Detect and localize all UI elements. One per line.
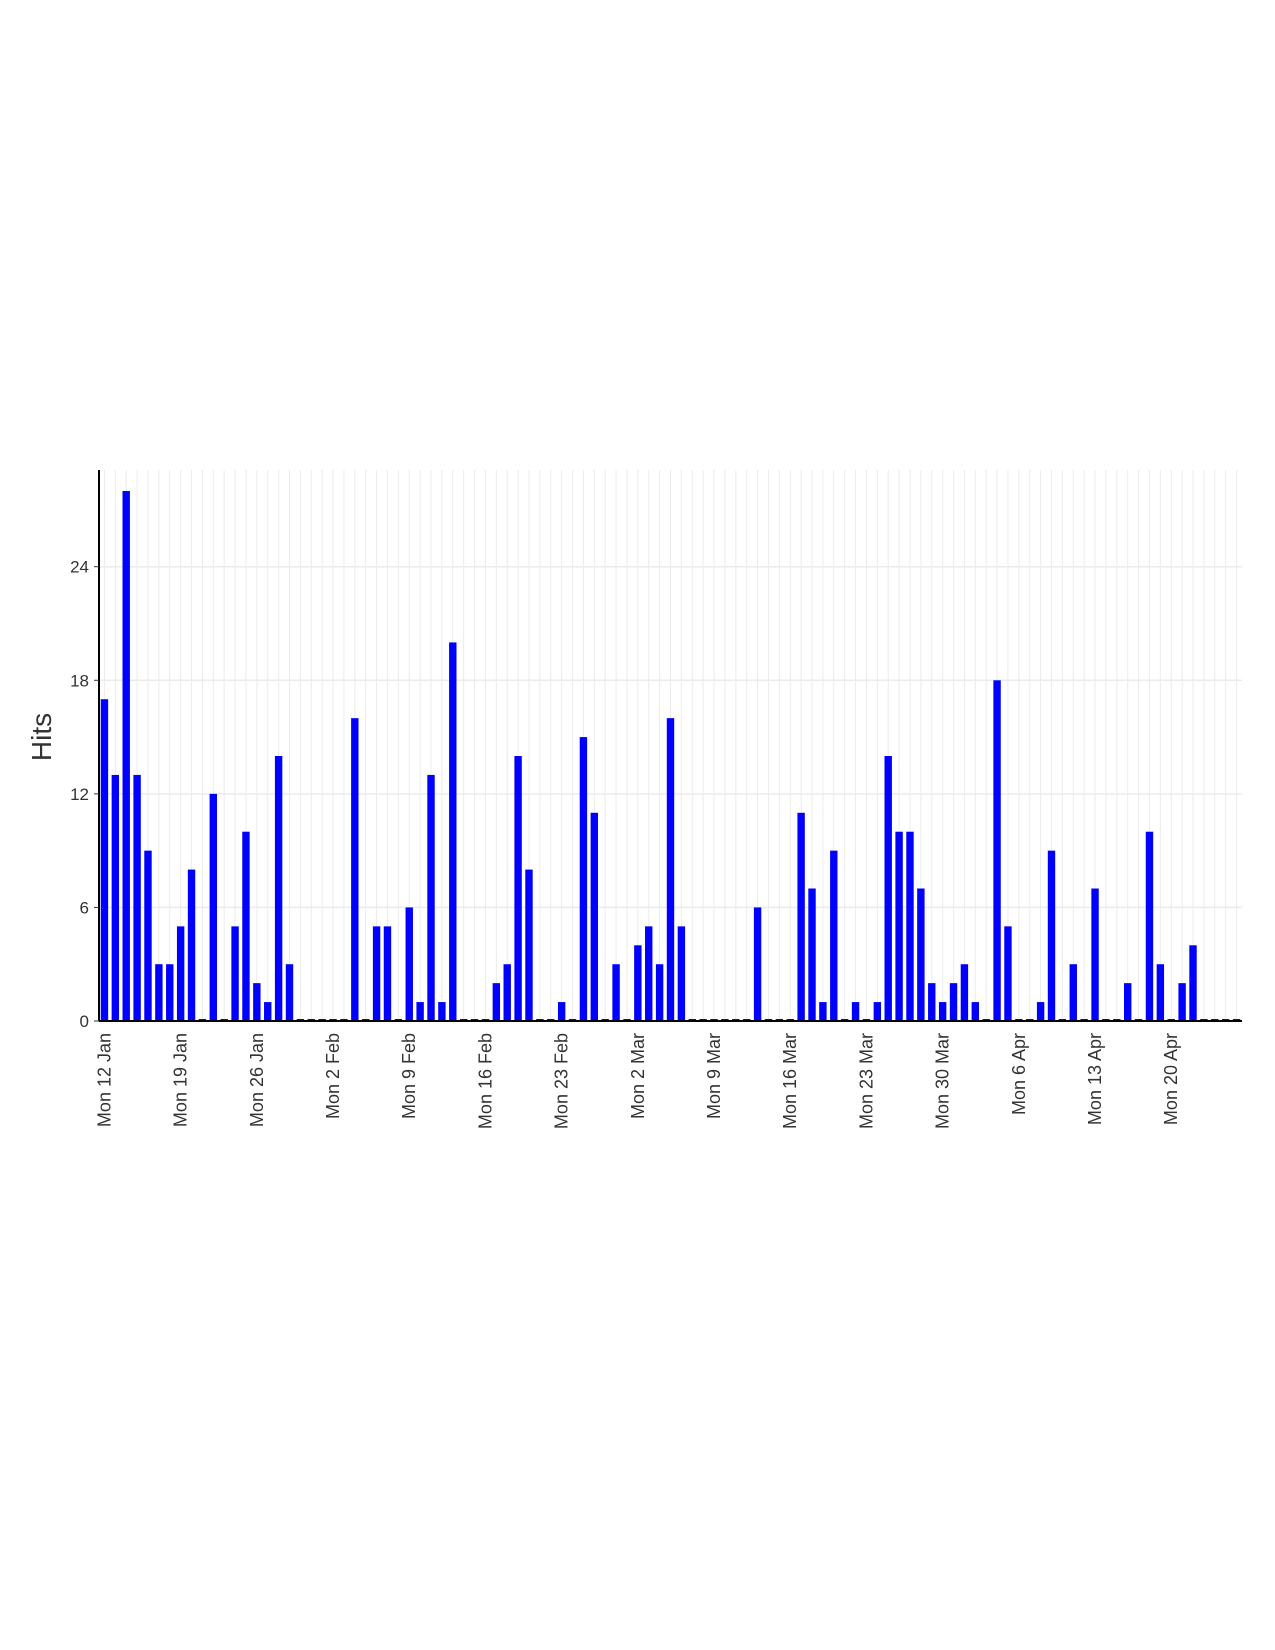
x-tick-label: Mon 23 Mar [856,1033,876,1129]
y-tick-labels: 0 6 12 18 24 [70,558,99,1031]
x-tick-label: Mon 16 Feb [475,1033,495,1129]
bar [525,869,533,1021]
bar [1178,983,1186,1021]
bar [819,1002,827,1021]
x-tick-label: Mon 6 Apr [1009,1033,1029,1115]
x-tick-label: Mon 13 Apr [1085,1033,1105,1125]
bar [100,699,109,1021]
bar [242,831,250,1021]
bar [122,491,130,1021]
bar [1004,926,1012,1021]
bar [166,964,174,1021]
bar [1069,964,1077,1021]
bar [645,926,653,1021]
bar [851,1002,860,1021]
bar [1145,831,1154,1021]
bar [938,1002,947,1021]
bar [666,718,675,1021]
x-tick-label: Mon 26 Jan [247,1033,267,1127]
x-tick-label: Mon 12 Jan [94,1033,114,1127]
y-tick-label: 18 [70,671,89,690]
bar [1047,850,1056,1021]
bar [155,964,163,1021]
bar [1156,964,1165,1021]
bar [873,1002,882,1021]
bar [144,850,152,1021]
bar [514,756,522,1021]
x-tick-label: Mon 23 Feb [552,1033,572,1129]
bar [753,907,762,1021]
bar [503,964,511,1021]
bar [677,926,686,1021]
bar [906,831,914,1021]
y-tick-label: 12 [70,785,89,804]
bar [808,888,816,1021]
bar [884,756,892,1021]
axes [98,470,1242,1022]
bar [351,718,359,1021]
bar [438,1002,446,1021]
bar [209,793,217,1021]
x-tick-labels: Mon 12 Jan Mon 19 Jan Mon 26 Jan Mon 2 Feb M… [94,1033,1181,1129]
bar [264,1002,272,1021]
bar [253,983,261,1021]
y-axis-label: Hits [26,713,57,761]
bar [176,926,185,1021]
bar [231,926,239,1021]
bar [579,737,588,1021]
bar [895,831,903,1021]
bar [427,774,435,1021]
bar [960,964,969,1021]
bar [655,964,664,1021]
bar [993,680,1001,1021]
y-tick-label: 0 [80,1012,89,1031]
y-tick-label: 6 [80,898,89,917]
bar [612,964,620,1021]
bar [1189,945,1197,1021]
y-tick-label: 24 [70,558,89,577]
bar [971,1002,979,1021]
bar [1091,888,1099,1021]
bar [383,926,392,1021]
bar [372,926,381,1021]
x-tick-label: Mon 20 Apr [1161,1033,1181,1125]
bar [634,945,642,1021]
bar [274,756,283,1021]
x-tick-label: Mon 2 Feb [323,1033,343,1119]
bar [405,907,413,1021]
x-tick-label: Mon 16 Mar [780,1033,800,1129]
bar [1036,1002,1045,1021]
bar [187,869,196,1021]
bar [590,812,598,1021]
x-tick-label: Mon 9 Feb [399,1033,419,1119]
bar [797,812,805,1021]
x-tick-label: Mon 9 Mar [704,1033,724,1119]
x-tick-label: Mon 2 Mar [628,1033,648,1119]
bar [1124,983,1132,1021]
x-tick-label: Mon 19 Jan [171,1033,191,1127]
bar [111,774,120,1021]
bar [830,850,838,1021]
bars [100,491,1241,1021]
bar [416,1002,424,1021]
bar [133,774,141,1021]
bar [949,983,958,1021]
bar [917,888,925,1021]
bar [492,983,501,1021]
bar [285,964,294,1021]
bar [557,1002,566,1021]
x-tick-label: Mon 30 Mar [933,1033,953,1129]
bar [928,983,936,1021]
bar [449,642,457,1021]
